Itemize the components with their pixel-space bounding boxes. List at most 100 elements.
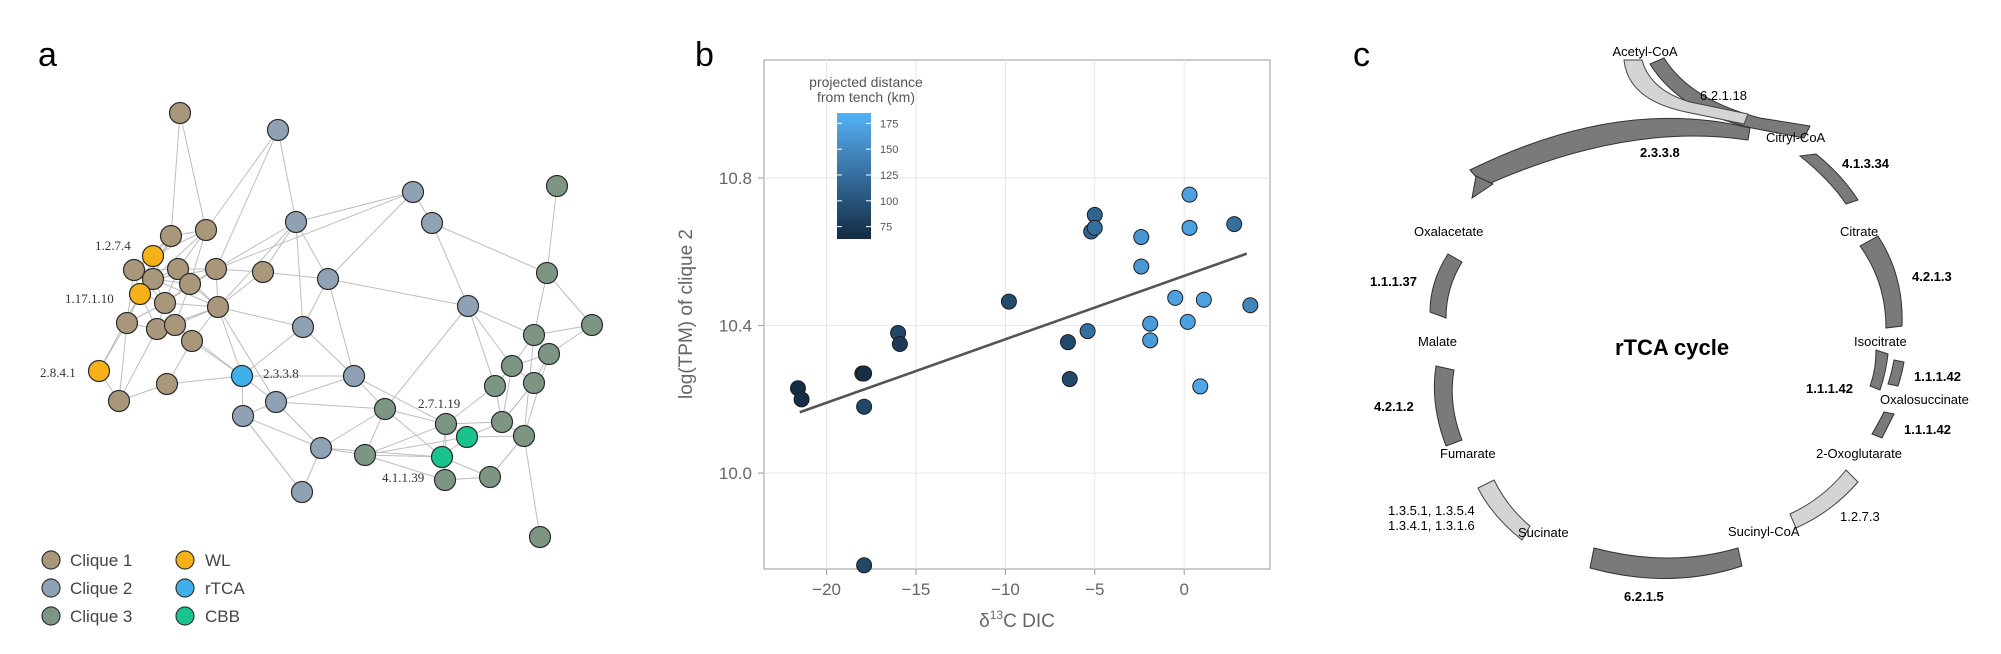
colorbar-title-line2: from tench (km) <box>817 89 915 105</box>
x-tick-label: −20 <box>812 580 841 599</box>
network-edge <box>242 415 303 493</box>
network-edge <box>205 129 279 231</box>
colorbar-tick-label: 125 <box>880 170 898 182</box>
network-edge <box>546 272 593 326</box>
x-tick-label: −5 <box>1085 580 1104 599</box>
network-node <box>401 180 425 204</box>
network-node <box>122 258 146 282</box>
legend-item-cbb: CBB <box>175 606 240 626</box>
y-axis-title: log(TPM) of clique 2 <box>676 229 697 399</box>
network-node <box>580 313 604 337</box>
network-node <box>522 323 546 347</box>
network-node <box>128 282 152 306</box>
network-node <box>353 443 377 467</box>
network-edge <box>295 191 414 223</box>
network-node <box>141 244 165 268</box>
x-axis-title: δ13C DIC <box>979 608 1055 632</box>
panel-c: c rT <box>1353 36 1969 604</box>
network-edge <box>152 229 207 280</box>
colorbar-tick-label: 75 <box>880 222 892 234</box>
colorbar-tick-label: 150 <box>880 144 898 156</box>
network-edge <box>546 185 558 274</box>
network-nodes <box>87 101 604 549</box>
arrow-1-1-1-37 <box>1429 253 1463 319</box>
data-point <box>1059 334 1076 351</box>
network-edge <box>364 423 447 456</box>
network-edge <box>384 408 443 458</box>
network-node <box>420 211 444 235</box>
metabolite-citrate: Citrate <box>1840 224 1878 239</box>
network-node <box>141 267 165 291</box>
network-node <box>230 364 254 388</box>
network-edge <box>467 305 496 387</box>
network-node <box>500 354 524 378</box>
network-node <box>545 174 569 198</box>
network-node <box>159 224 183 248</box>
legend-item-clique-2: Clique 2 <box>41 578 132 598</box>
arrow-2-3-3-8 <box>1469 117 1751 187</box>
data-point <box>856 557 873 574</box>
metabolite-isocitrate: Isocitrate <box>1854 334 1907 349</box>
network-edge <box>215 221 297 270</box>
network-edge <box>166 375 243 385</box>
network-node <box>264 390 288 414</box>
enzyme-1-3-5-1: 1.3.5.1, 1.3.5.4 <box>1388 503 1475 518</box>
network-node <box>512 424 536 448</box>
network-edge <box>170 112 181 237</box>
data-point <box>1195 291 1212 308</box>
network-edge <box>242 415 322 449</box>
network-node <box>168 101 192 125</box>
legend-label-clique-1: Clique 1 <box>70 551 132 570</box>
network-node <box>522 371 546 395</box>
network-node <box>434 412 458 436</box>
network-edge <box>217 306 304 328</box>
network-node <box>153 291 177 315</box>
regression-line <box>799 252 1248 414</box>
network-node <box>483 374 507 398</box>
data-point <box>1181 219 1198 236</box>
network-edge <box>327 191 414 280</box>
legend-item-rtca: rTCA <box>175 578 245 598</box>
network-node <box>107 389 131 413</box>
data-point <box>1226 216 1243 233</box>
network-node <box>155 372 179 396</box>
network-node <box>204 257 228 281</box>
arrow-1-2-7-3 <box>1789 469 1859 529</box>
trend-line <box>799 252 1248 414</box>
data-point <box>1133 258 1150 275</box>
legend-item-clique-3: Clique 3 <box>41 606 132 626</box>
node-label-2-8-4-1: 2.8.4.1 <box>40 365 76 380</box>
network-node <box>455 425 479 449</box>
legend-swatch-rtca <box>175 578 195 598</box>
network-edge <box>217 306 277 403</box>
data-point <box>1167 289 1184 306</box>
network-edge <box>364 436 468 456</box>
network-node <box>87 359 111 383</box>
network-node <box>251 260 275 284</box>
panel-letter-a: a <box>38 36 57 74</box>
data-point <box>1133 229 1150 246</box>
network-edge <box>215 129 279 270</box>
arrow-acetyl-to-citryl <box>1649 57 1811 139</box>
network-edge <box>275 401 386 410</box>
network-edge <box>320 408 386 449</box>
network-edge <box>118 328 158 402</box>
network-node <box>456 294 480 318</box>
network-node-labels: 1.2.7.4 1.17.1.10 2.8.4.1 2.3.3.8 2.7.1.… <box>40 238 460 485</box>
network-node <box>291 315 315 339</box>
legend-swatch-clique-2 <box>41 578 61 598</box>
network-node <box>290 480 314 504</box>
network-node <box>206 295 230 319</box>
legend-swatch-clique-1 <box>41 550 61 570</box>
x-axis-ticks: −20 −15 −10 −5 0 <box>812 569 1189 599</box>
arrow-1-1-1-42-c <box>1871 411 1895 439</box>
colorbar-tick-label: 175 <box>880 118 898 130</box>
y-tick-label: 10.4 <box>719 317 752 336</box>
arrow-4-1-3-34 <box>1798 153 1859 205</box>
metabolite-sucinyl-coa: Sucinyl-CoA <box>1728 524 1800 539</box>
data-point <box>1142 315 1159 332</box>
arrow-4-2-1-3 <box>1859 235 1903 329</box>
network-edge <box>353 375 447 425</box>
network-edge <box>215 191 414 270</box>
